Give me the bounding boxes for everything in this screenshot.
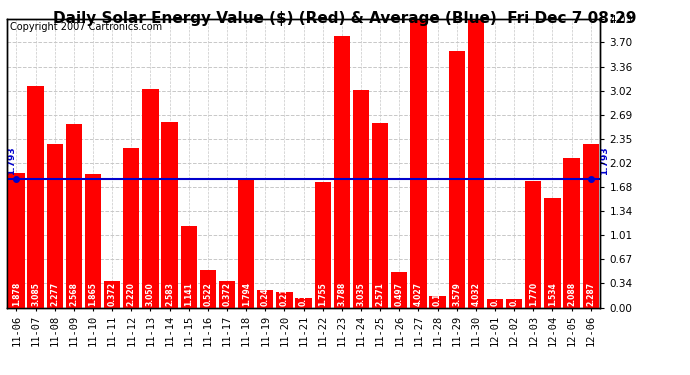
Bar bbox=[104, 281, 120, 308]
Text: 0.119: 0.119 bbox=[510, 282, 519, 306]
Text: 1.793: 1.793 bbox=[7, 147, 16, 176]
Text: 1.755: 1.755 bbox=[318, 282, 327, 306]
Text: 0.497: 0.497 bbox=[395, 282, 404, 306]
Text: 1.793: 1.793 bbox=[600, 147, 609, 176]
Text: 2.568: 2.568 bbox=[70, 282, 79, 306]
Bar bbox=[372, 123, 388, 308]
Text: 0.125: 0.125 bbox=[491, 282, 500, 306]
Bar bbox=[238, 179, 255, 308]
Bar bbox=[295, 298, 312, 307]
Text: 0.166: 0.166 bbox=[433, 282, 442, 306]
Bar bbox=[544, 198, 560, 308]
Text: Daily Solar Energy Value ($) (Red) & Average (Blue)  Fri Dec 7 08:29: Daily Solar Energy Value ($) (Red) & Ave… bbox=[53, 11, 637, 26]
Text: 3.085: 3.085 bbox=[31, 282, 40, 306]
Text: 1.770: 1.770 bbox=[529, 282, 538, 306]
Bar bbox=[257, 290, 273, 308]
Bar bbox=[142, 89, 159, 308]
Bar bbox=[448, 51, 465, 308]
Bar bbox=[391, 272, 407, 308]
Text: 1.865: 1.865 bbox=[88, 282, 97, 306]
Bar bbox=[28, 87, 43, 308]
Bar bbox=[353, 90, 369, 308]
Text: 2.088: 2.088 bbox=[567, 282, 576, 306]
Text: 0.372: 0.372 bbox=[108, 282, 117, 306]
Text: 4.027: 4.027 bbox=[414, 282, 423, 306]
Text: 1.141: 1.141 bbox=[184, 282, 193, 306]
Text: 0.216: 0.216 bbox=[280, 282, 289, 306]
Bar bbox=[487, 298, 503, 307]
Text: 0.372: 0.372 bbox=[223, 282, 232, 306]
Text: 2.287: 2.287 bbox=[586, 282, 595, 306]
Bar bbox=[219, 281, 235, 308]
Text: 4.032: 4.032 bbox=[471, 282, 480, 306]
Bar bbox=[276, 292, 293, 308]
Text: 1.878: 1.878 bbox=[12, 282, 21, 306]
Bar bbox=[525, 181, 542, 308]
Bar bbox=[315, 182, 331, 308]
Text: Copyright 2007 Cartronics.com: Copyright 2007 Cartronics.com bbox=[10, 22, 162, 32]
Text: 1.794: 1.794 bbox=[241, 282, 250, 306]
Bar bbox=[582, 144, 599, 308]
Bar bbox=[564, 158, 580, 308]
Bar bbox=[85, 174, 101, 308]
Bar bbox=[429, 296, 446, 307]
Text: 2.277: 2.277 bbox=[50, 282, 59, 306]
Bar bbox=[47, 144, 63, 308]
Text: 0.522: 0.522 bbox=[204, 282, 213, 306]
Bar bbox=[66, 123, 82, 308]
Bar bbox=[8, 173, 25, 308]
Text: 3.579: 3.579 bbox=[452, 282, 461, 306]
Text: 2.220: 2.220 bbox=[127, 282, 136, 306]
Text: 3.050: 3.050 bbox=[146, 282, 155, 306]
Bar bbox=[506, 299, 522, 307]
Text: 0.130: 0.130 bbox=[299, 282, 308, 306]
Text: 3.788: 3.788 bbox=[337, 282, 346, 306]
Text: 1.534: 1.534 bbox=[548, 282, 557, 306]
Text: 0.242: 0.242 bbox=[261, 282, 270, 306]
Bar bbox=[161, 122, 178, 308]
Text: 2.571: 2.571 bbox=[375, 282, 384, 306]
Text: 3.035: 3.035 bbox=[357, 282, 366, 306]
Bar bbox=[411, 19, 426, 307]
Bar bbox=[124, 148, 139, 308]
Text: 2.583: 2.583 bbox=[165, 282, 174, 306]
Bar bbox=[181, 226, 197, 308]
Bar bbox=[200, 270, 216, 308]
Bar bbox=[334, 36, 350, 308]
Bar bbox=[468, 19, 484, 307]
